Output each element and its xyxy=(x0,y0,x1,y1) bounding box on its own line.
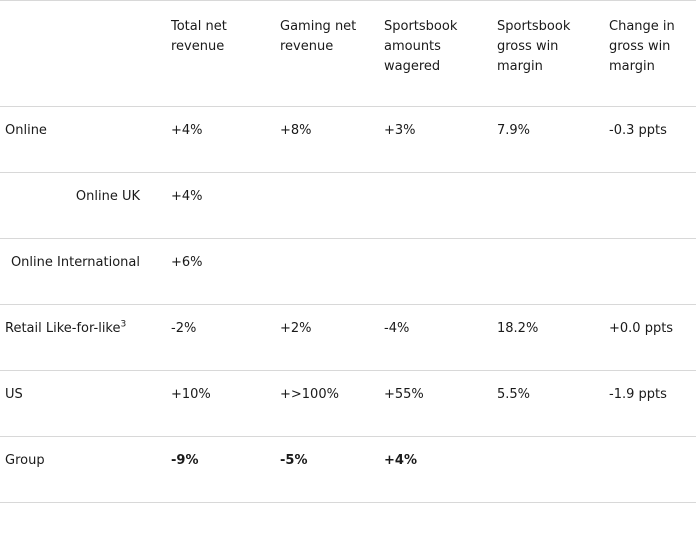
table-row-online-international: Online International +6% xyxy=(0,239,696,305)
cell-total-net-revenue: +4% xyxy=(171,123,203,138)
results-table: Total net revenue Gaming net revenue Spo… xyxy=(0,0,696,503)
row-label: Retail Like-for-like3 xyxy=(5,319,127,336)
cell-total-net-revenue: +6% xyxy=(171,255,203,270)
cell-total-net-revenue: -9% xyxy=(171,453,199,468)
row-label: Online International xyxy=(10,255,140,270)
cell-total-net-revenue: -2% xyxy=(171,321,197,336)
header-total-net-revenue: Total net revenue xyxy=(171,19,227,54)
cell-sportsbook-gross-win-margin: 18.2% xyxy=(497,321,539,336)
row-label: Online UK xyxy=(75,189,140,204)
cell-change-in-gross-win-margin: -1.9 ppts xyxy=(609,387,667,402)
cell-sportsbook-amounts-wagered: +55% xyxy=(384,387,424,402)
cell-sportsbook-gross-win-margin: 5.5% xyxy=(497,387,531,402)
table-header-row: Total net revenue Gaming net revenue Spo… xyxy=(0,1,696,107)
row-label: US xyxy=(5,387,23,402)
table-row-us: US +10% +>100% +55% 5.5% -1.9 ppts xyxy=(0,371,696,437)
cell-gaming-net-revenue: +>100% xyxy=(280,387,339,402)
table-row-online: Online +4% +8% +3% 7.9% -0.3 ppts xyxy=(0,107,696,173)
cell-total-net-revenue: +4% xyxy=(171,189,203,204)
cell-sportsbook-amounts-wagered: +3% xyxy=(384,123,416,138)
cell-total-net-revenue: +10% xyxy=(171,387,211,402)
table-row-retail-like-for-like: Retail Like-for-like3 -2% +2% -4% 18.2% … xyxy=(0,305,696,371)
header-gaming-net-revenue: Gaming net revenue xyxy=(280,19,357,54)
cell-change-in-gross-win-margin: +0.0 ppts xyxy=(609,321,674,336)
cell-sportsbook-amounts-wagered: -4% xyxy=(384,321,410,336)
cell-sportsbook-gross-win-margin: 7.9% xyxy=(497,123,531,138)
cell-change-in-gross-win-margin: -0.3 ppts xyxy=(609,123,667,138)
header-sportsbook-gross-win-margin: Sportsbook gross win margin xyxy=(497,19,571,74)
header-change-in-gross-win-margin: Change in gross win margin xyxy=(609,19,675,74)
cell-gaming-net-revenue: -5% xyxy=(280,453,308,468)
cell-gaming-net-revenue: +2% xyxy=(280,321,312,336)
footnote-marker: 3 xyxy=(120,319,127,330)
header-sportsbook-amounts-wagered: Sportsbook amounts wagered xyxy=(384,19,458,74)
table-top-border xyxy=(0,0,696,1)
table-row-group: Group -9% -5% +4% xyxy=(0,437,696,503)
table-row-online-uk: Online UK +4% xyxy=(0,173,696,239)
row-label: Group xyxy=(5,453,45,468)
row-label: Online xyxy=(5,123,47,138)
cell-gaming-net-revenue: +8% xyxy=(280,123,312,138)
cell-sportsbook-amounts-wagered: +4% xyxy=(384,453,417,468)
